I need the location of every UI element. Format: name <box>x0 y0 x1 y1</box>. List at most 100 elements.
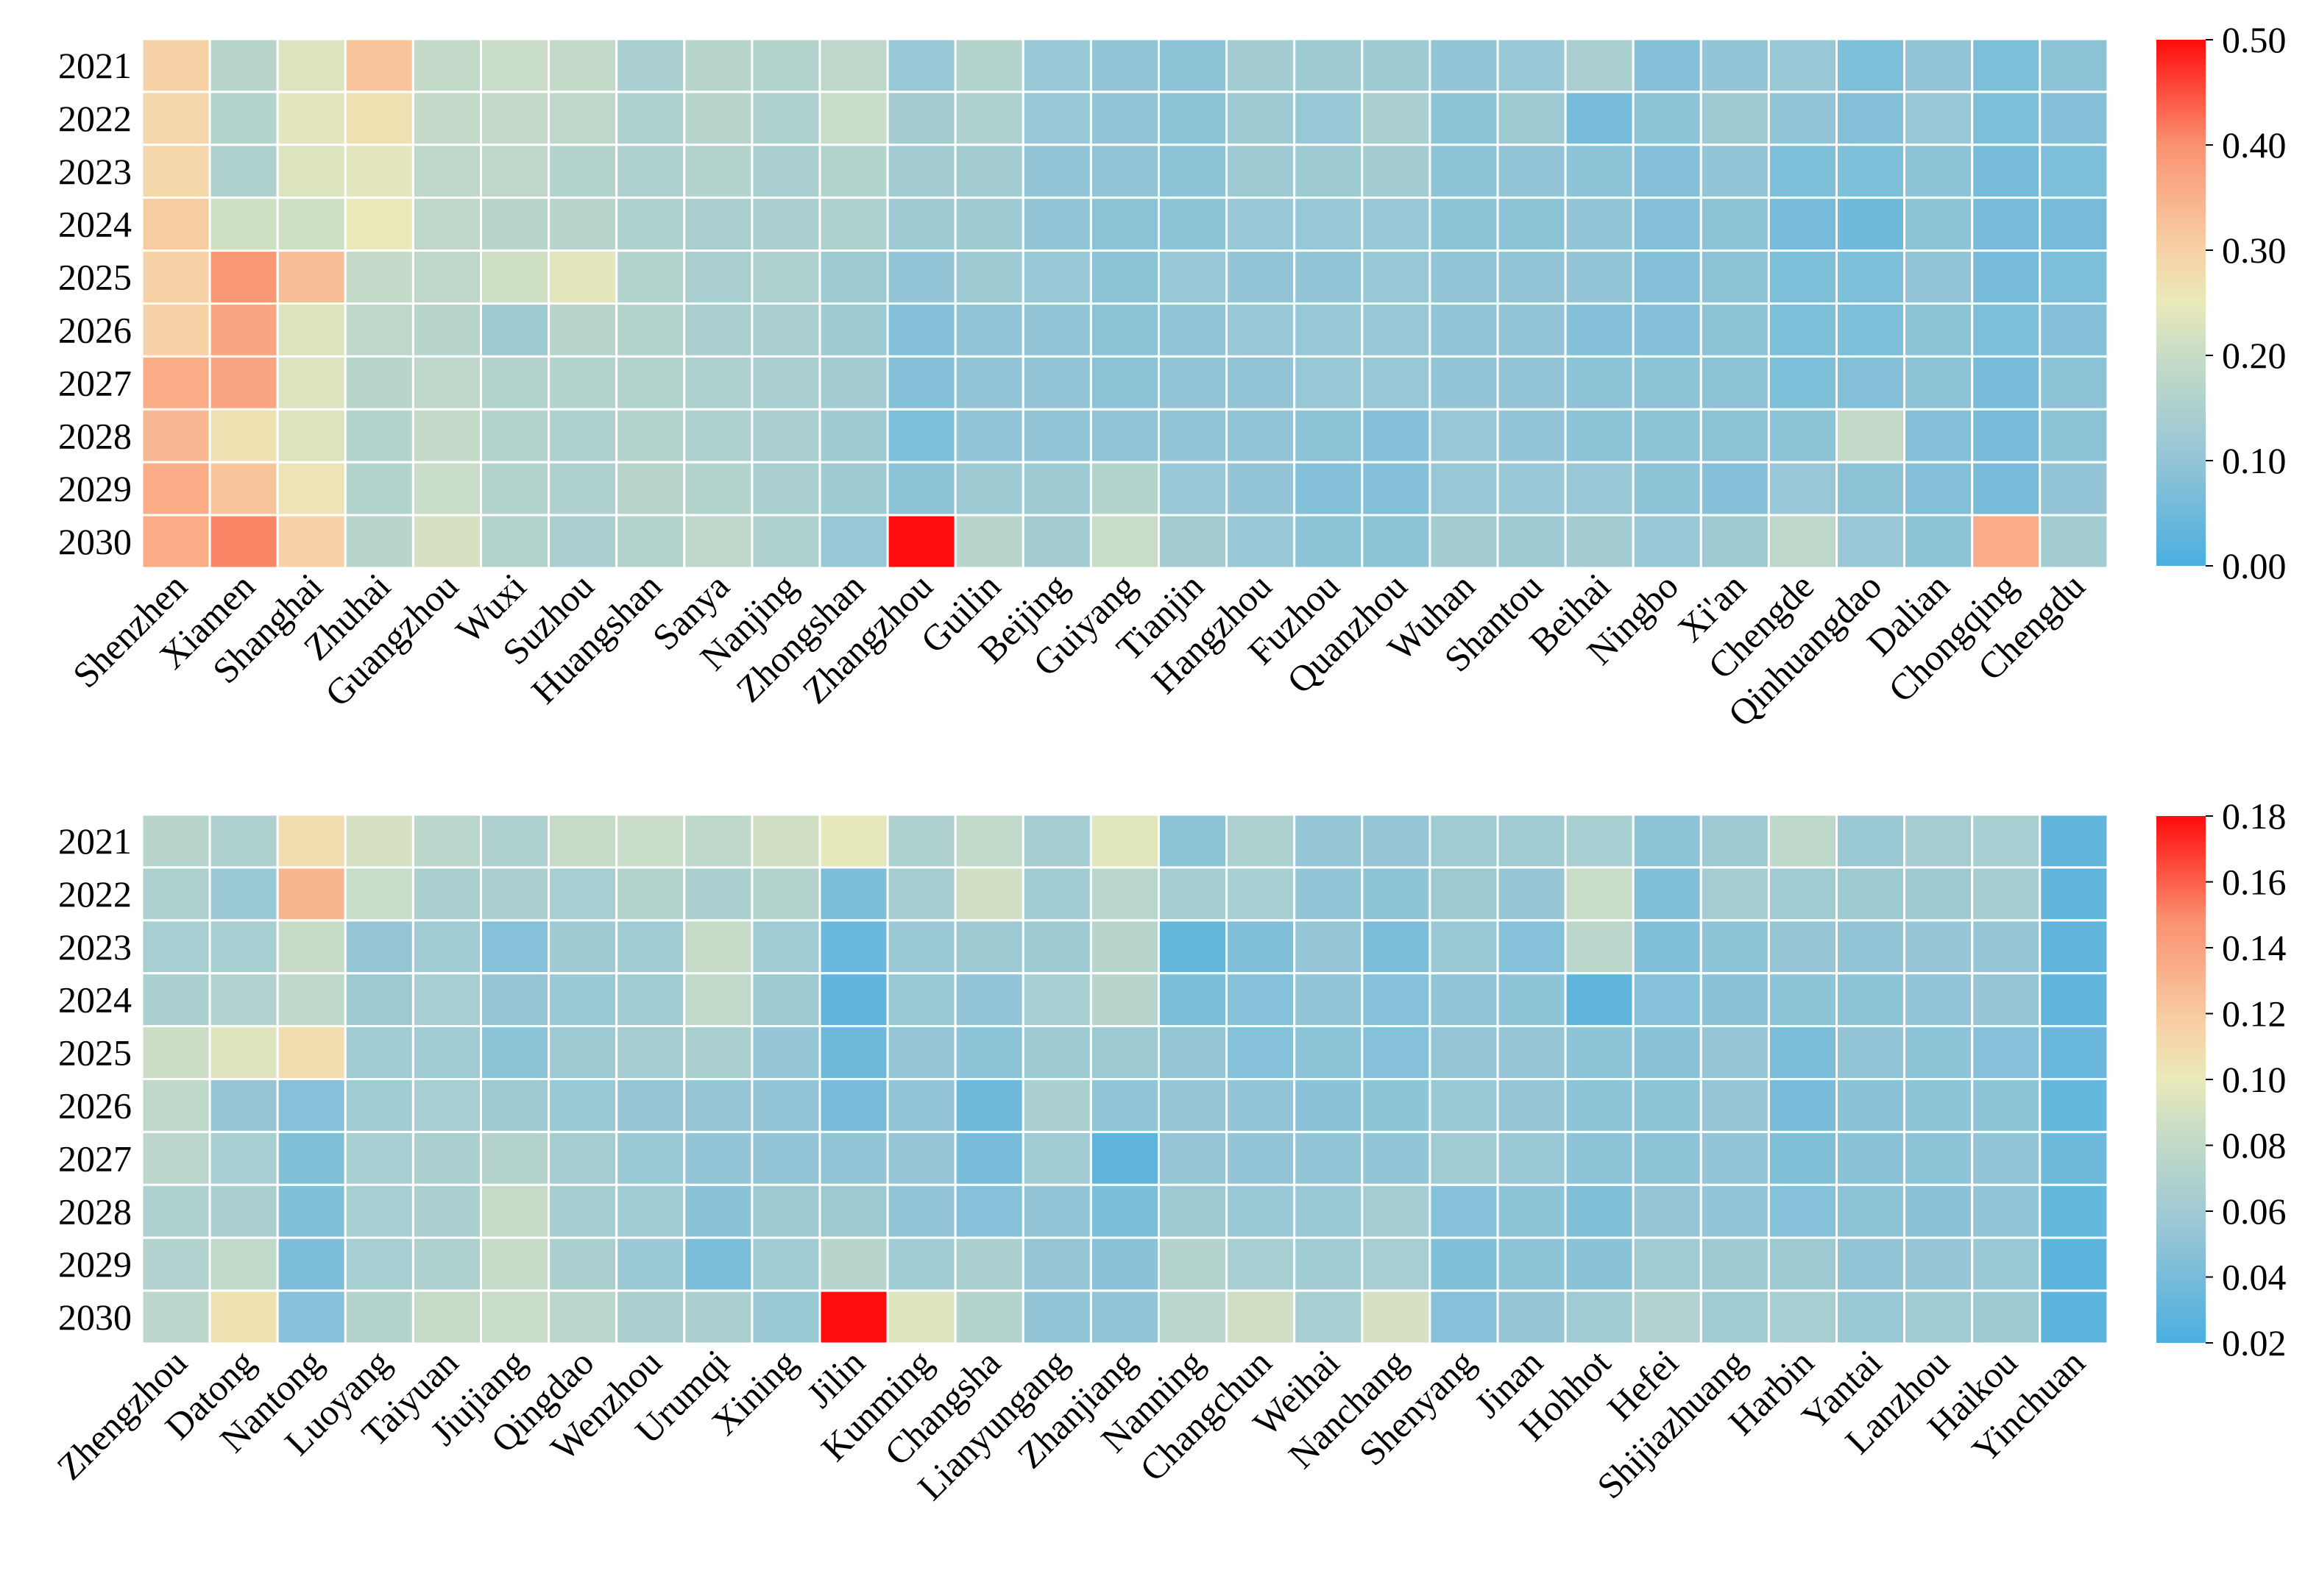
heatmap-cell <box>1971 1183 2042 1239</box>
heatmap-cell <box>615 1289 686 1345</box>
heatmap-cell <box>548 1078 618 1133</box>
heatmap-cell <box>1293 866 1364 922</box>
heatmap-cell <box>1971 813 2042 869</box>
heatmap-cell <box>141 143 211 199</box>
year-tick-label: 2022 <box>58 873 132 915</box>
heatmap-cell <box>141 1025 211 1080</box>
heatmap-cell <box>954 972 1024 1028</box>
heatmap-cell <box>1971 91 2042 146</box>
year-tick-label: 2027 <box>58 1138 132 1179</box>
heatmap-cell <box>1632 461 1702 517</box>
heatmap-cell <box>1496 302 1567 358</box>
heatmap-cell <box>886 408 957 464</box>
heatmap-cell <box>1971 143 2042 199</box>
heatmap-cell <box>1089 91 1161 146</box>
heatmap-cell <box>276 1078 347 1133</box>
heatmap-cell <box>1428 196 1499 252</box>
heatmap-cell <box>1971 355 2042 411</box>
heatmap-cell <box>1361 1078 1431 1133</box>
heatmap-cell <box>1428 514 1499 570</box>
heatmap-cell <box>1225 91 1296 146</box>
heatmap-cell <box>1158 143 1228 199</box>
heatmap-cell <box>1632 1025 1702 1080</box>
heatmap-cell <box>1835 813 1906 869</box>
heatmap-cell <box>344 972 414 1028</box>
heatmap-cell <box>1361 1236 1431 1292</box>
heatmap-cell <box>615 1130 686 1186</box>
heatmap-cell <box>751 1236 821 1292</box>
heatmap-cell <box>1293 302 1364 358</box>
heatmap-cell <box>141 972 211 1028</box>
heatmap-cell <box>1293 1078 1364 1133</box>
heatmap-cell <box>1293 408 1364 464</box>
heatmap-cell <box>1835 1183 1906 1239</box>
heatmap-cell <box>1158 919 1228 975</box>
heatmap-cell <box>751 1078 821 1133</box>
heatmap-cell <box>751 514 821 570</box>
heatmap-cell <box>411 91 483 146</box>
heatmap-cell <box>751 249 821 305</box>
heatmap-cell <box>818 1025 889 1080</box>
heatmap-cell <box>2039 249 2109 305</box>
heatmap-cell <box>1158 408 1228 464</box>
heatmap-cell <box>1293 143 1364 199</box>
colorbar-tick-label: 0.14 <box>2222 927 2287 968</box>
heatmap-cell <box>1022 302 1092 358</box>
heatmap-cell <box>954 919 1024 975</box>
heatmap-cell <box>208 1078 279 1133</box>
colorbar-tick-label: 0.10 <box>2222 440 2287 481</box>
heatmap-cell <box>1699 196 1770 252</box>
heatmap-cell <box>1293 91 1364 146</box>
heatmap-cell <box>344 866 414 922</box>
year-tick-label: 2021 <box>58 820 132 862</box>
heatmap-cell <box>818 972 889 1028</box>
heatmap-cell <box>683 143 754 199</box>
heatmap-cell <box>818 1130 889 1186</box>
heatmap-cell <box>2039 1025 2109 1080</box>
heatmap-cell <box>751 1289 821 1345</box>
heatmap-cell <box>615 249 686 305</box>
heatmap-cell <box>548 972 618 1028</box>
colorbar <box>2156 40 2206 566</box>
heatmap-cell <box>1089 196 1161 252</box>
heatmap-cell <box>344 1025 414 1080</box>
heatmap-cell <box>1293 38 1364 93</box>
year-tick-label: 2030 <box>58 521 132 562</box>
heatmap-cell <box>615 1183 686 1239</box>
heatmap-cell <box>751 1130 821 1186</box>
heatmap-cell <box>1564 355 1635 411</box>
heatmap-cell <box>1496 1289 1567 1345</box>
heatmap-cell <box>1225 249 1296 305</box>
heatmap-cell <box>683 1289 754 1345</box>
heatmap-cell <box>1022 514 1092 570</box>
heatmap-cell <box>886 91 957 146</box>
heatmap-cell <box>1428 1183 1499 1239</box>
heatmap-cell <box>1564 1289 1635 1345</box>
heatmap-cell <box>1361 143 1431 199</box>
heatmap-cell <box>480 249 550 305</box>
colorbar-tick-label: 0.04 <box>2222 1257 2287 1298</box>
heatmap-cell <box>954 1025 1024 1080</box>
heatmap-cell <box>954 91 1024 146</box>
heatmap-cell <box>1971 1236 2042 1292</box>
heatmap-cell <box>480 972 550 1028</box>
heatmap-cell <box>954 196 1024 252</box>
heatmap-cell <box>1564 249 1635 305</box>
heatmap-cell <box>1564 1236 1635 1292</box>
heatmap-cell <box>411 408 483 464</box>
heatmap-cell <box>1293 1025 1364 1080</box>
heatmap-cell <box>1225 866 1296 922</box>
heatmap-cell <box>1903 461 1974 517</box>
heatmap-cell <box>1903 1236 1974 1292</box>
heatmap-cell <box>818 1289 889 1345</box>
heatmap-cell <box>1903 91 1974 146</box>
heatmap-cell <box>1496 249 1567 305</box>
heatmap-cell <box>1022 38 1092 93</box>
heatmap-cell <box>411 1289 483 1345</box>
heatmap-cell <box>1971 38 2042 93</box>
heatmap-cell <box>208 1025 279 1080</box>
heatmap-cell <box>1767 1289 1838 1345</box>
heatmap-cell <box>954 249 1024 305</box>
heatmap-cell <box>886 514 957 570</box>
heatmap-cell <box>1428 355 1499 411</box>
